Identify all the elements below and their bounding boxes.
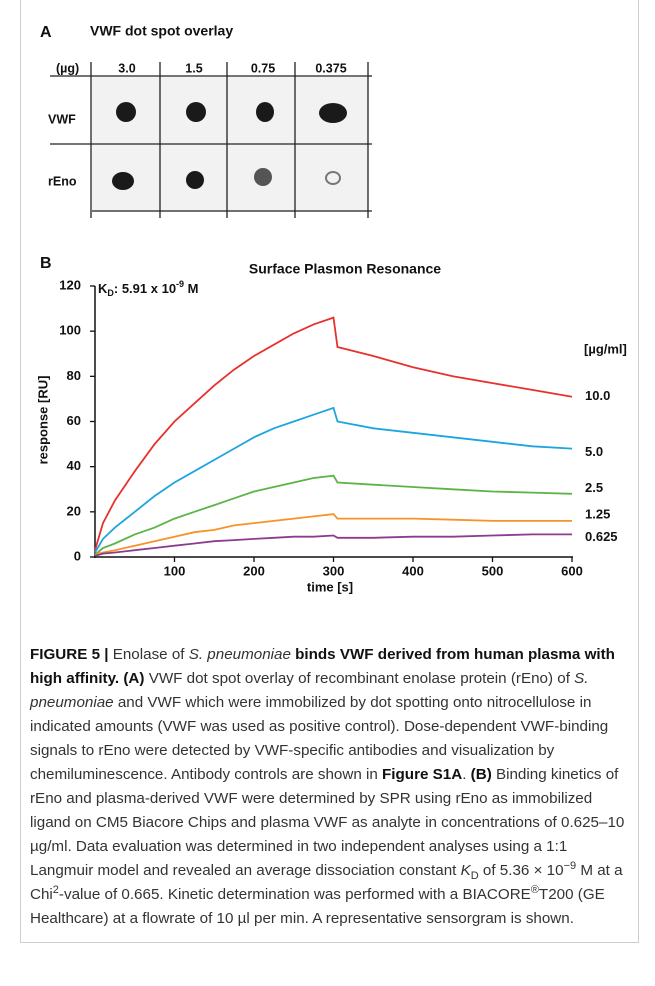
x-axis-label: time [s]: [307, 579, 353, 594]
page: {"panel_a": {"label": "A", "title": "VWF…: [0, 0, 655, 986]
figure: A VWF dot spot overlay (µg) 3.0 1.5 0.75…: [0, 0, 655, 625]
caption-text: .: [462, 766, 470, 783]
y-tick-label: 120: [59, 277, 81, 292]
annotation: KD: 5.91 x 10-9 M: [98, 279, 199, 298]
caption-text: FIGURE 5 |: [30, 646, 109, 663]
dot: [256, 102, 274, 122]
panel-label: A: [40, 24, 52, 41]
chart-title: Surface Plasmon Resonance: [249, 261, 441, 277]
caption-text: Enolase of: [109, 646, 189, 663]
x-tick-label: 600: [561, 563, 583, 578]
caption-text: D: [471, 870, 479, 882]
amount-label: 0.375: [315, 61, 346, 75]
y-axis-label: response [RU]: [35, 376, 50, 465]
x-tick-label: 400: [402, 563, 424, 578]
dot: [112, 172, 134, 190]
x-tick-label: 100: [164, 563, 186, 578]
caption-text: VWF dot spot overlay of recombinant enol…: [144, 670, 574, 687]
y-tick-label: 60: [67, 413, 81, 428]
caption: FIGURE 5 | Enolase of S. pneumoniae bind…: [30, 643, 630, 931]
caption-text: Figure S1A: [382, 766, 462, 783]
row-label: VWF: [48, 112, 76, 126]
annotation-sup: -9: [176, 279, 184, 289]
y-tick-label: 20: [67, 503, 81, 518]
legend-label: 0.625: [585, 529, 618, 544]
dot: [116, 102, 136, 122]
annotation-part: : 5.91 x 10: [114, 281, 176, 296]
legend-label: 5.0: [585, 444, 603, 459]
caption-text: S. pneumoniae: [189, 646, 291, 663]
x-tick-label: 200: [243, 563, 265, 578]
legend-label: 1.25: [585, 506, 610, 521]
caption-text: of 5.36 × 10: [479, 862, 564, 879]
amount-label: 3.0: [118, 61, 135, 75]
dot: [186, 171, 204, 189]
legend-label: 2.5: [585, 480, 603, 495]
caption-text: −9: [564, 860, 577, 872]
y-tick-label: 0: [74, 548, 81, 563]
legend-label: 10.0: [585, 388, 610, 403]
amount-label: 0.75: [251, 61, 275, 75]
caption-text: K: [461, 862, 471, 879]
y-tick-label: 80: [67, 368, 81, 383]
dot: [254, 168, 272, 186]
x-tick-label: 500: [482, 563, 504, 578]
caption-text: ®: [531, 884, 539, 896]
x-tick-label: 300: [323, 563, 345, 578]
panel-label: B: [40, 255, 52, 272]
annotation-part: M: [184, 281, 198, 296]
row-label: rEno: [48, 174, 77, 188]
caption-text: -value of 0.665. Kinetic determination w…: [59, 886, 531, 903]
y-tick-label: 100: [59, 323, 81, 338]
panel-title: VWF dot spot overlay: [90, 23, 233, 39]
caption-text: (A): [123, 670, 144, 687]
blot: [50, 62, 372, 218]
dot: [186, 102, 206, 122]
caption-text: (B): [471, 766, 492, 783]
y-tick-label: 40: [67, 458, 81, 473]
amount-label: 1.5: [185, 61, 202, 75]
unit-label: (µg): [56, 61, 79, 75]
legend-title: [µg/ml]: [584, 341, 627, 356]
dot: [319, 103, 347, 123]
